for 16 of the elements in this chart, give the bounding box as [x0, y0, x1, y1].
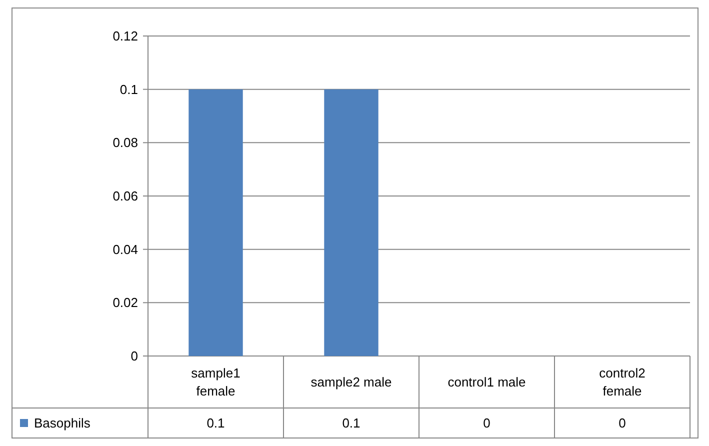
data-label: 0 [483, 416, 490, 431]
y-tick-label: 0.1 [120, 82, 138, 97]
data-label: 0.1 [342, 416, 360, 431]
y-tick-label: 0.08 [112, 135, 138, 150]
data-label: 0 [618, 416, 626, 431]
y-tick-label: 0.02 [112, 295, 138, 310]
y-tick-label: 0.12 [112, 28, 138, 44]
x-tick-label: control1 male [448, 374, 526, 390]
y-tick-label: 0 [130, 348, 138, 364]
legend-label: Basophils [34, 416, 91, 431]
data-label: 0.1 [206, 416, 225, 431]
y-tick-label: 0.06 [112, 188, 138, 204]
x-tick-label: sample2 male [310, 374, 392, 390]
x-tick-label: control2 female [599, 366, 646, 399]
x-tick-label: sample1 female [191, 366, 240, 399]
y-tick-label: 0.04 [112, 242, 138, 257]
